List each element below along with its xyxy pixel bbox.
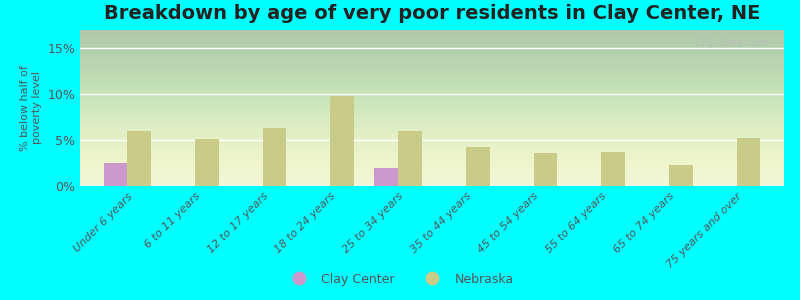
Bar [602,152,625,186]
Text: City-Data.com: City-Data.com [696,38,770,48]
Bar [737,138,760,186]
Bar [195,139,218,186]
Bar [534,153,558,186]
Bar [127,131,151,186]
Legend: Clay Center, Nebraska: Clay Center, Nebraska [281,268,519,291]
Bar [466,146,490,186]
Y-axis label: % below half of
poverty level: % below half of poverty level [20,65,42,151]
Bar [669,165,693,186]
Bar [398,131,422,186]
Bar [104,163,127,186]
Bar [330,96,354,186]
Title: Breakdown by age of very poor residents in Clay Center, NE: Breakdown by age of very poor residents … [104,4,760,23]
Bar [374,168,398,186]
Bar [262,128,286,186]
